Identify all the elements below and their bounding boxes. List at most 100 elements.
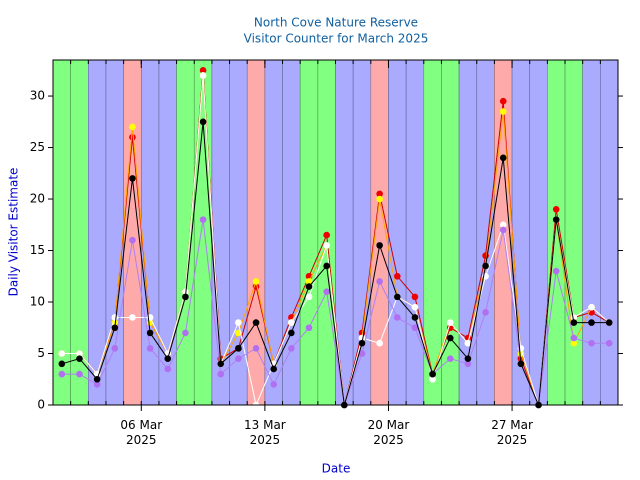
series-marker xyxy=(164,365,172,373)
series-marker xyxy=(129,123,136,131)
series-marker xyxy=(552,267,560,275)
x-tick-label: 06 Mar 2025 xyxy=(120,418,162,447)
day-band xyxy=(299,59,319,406)
series-marker xyxy=(164,355,172,362)
series-marker xyxy=(446,334,454,342)
series-marker xyxy=(129,314,136,321)
y-tick-label: 5 xyxy=(37,346,45,360)
series-marker xyxy=(199,216,207,223)
series-marker xyxy=(429,370,436,378)
series-marker xyxy=(76,355,83,362)
series-marker xyxy=(376,190,383,198)
series-marker xyxy=(570,339,578,347)
series-marker xyxy=(323,231,330,239)
series-marker xyxy=(429,375,436,383)
x-tick-label: 13 Mar 2025 xyxy=(244,418,286,447)
day-band xyxy=(140,59,160,406)
series-marker xyxy=(482,262,489,270)
y-tick-label: 10 xyxy=(30,295,45,309)
series-marker xyxy=(552,216,560,223)
y-axis-label: Daily Visitor Estimate xyxy=(7,168,21,297)
series-marker xyxy=(111,345,119,352)
series-marker xyxy=(217,360,225,368)
day-band xyxy=(564,59,583,406)
series-marker xyxy=(482,309,489,316)
series-marker xyxy=(146,345,154,352)
series-marker xyxy=(111,324,119,332)
series-marker xyxy=(499,226,507,234)
day-band xyxy=(458,59,478,406)
day-band xyxy=(193,59,213,406)
series-marker xyxy=(393,314,401,321)
y-tick-label: 0 xyxy=(37,398,45,412)
series-marker xyxy=(464,355,472,362)
series-marker xyxy=(588,319,595,326)
series-marker xyxy=(235,345,242,352)
series-line xyxy=(61,121,610,405)
y-tick-label: 15 xyxy=(30,243,45,257)
series-marker xyxy=(199,72,207,79)
series-marker xyxy=(146,329,154,337)
series-marker xyxy=(499,221,507,229)
series-marker xyxy=(552,206,560,213)
series-marker xyxy=(182,288,189,296)
series-marker xyxy=(411,303,419,311)
series-marker xyxy=(464,360,472,368)
series-marker xyxy=(235,319,242,326)
series-marker xyxy=(270,365,278,373)
series-marker xyxy=(129,175,136,182)
series-marker xyxy=(58,360,66,368)
series-marker xyxy=(182,329,189,337)
day-band xyxy=(600,59,619,406)
series-marker xyxy=(376,195,383,203)
series-marker xyxy=(111,314,119,321)
series-marker xyxy=(393,293,401,301)
series-marker xyxy=(288,345,295,352)
day-band xyxy=(547,59,566,406)
day-band xyxy=(105,59,124,406)
series-marker xyxy=(376,339,383,347)
chart-subtitle: Visitor Counter for March 2025 xyxy=(244,32,429,46)
series-marker xyxy=(93,375,101,383)
series-marker xyxy=(605,319,613,326)
series-marker xyxy=(305,324,313,332)
series-marker xyxy=(393,272,401,280)
series-marker xyxy=(288,329,295,337)
series-marker xyxy=(58,350,66,357)
series-marker xyxy=(411,324,419,332)
series-marker xyxy=(76,350,83,357)
day-band xyxy=(476,59,495,406)
series-line xyxy=(61,219,610,405)
day-band xyxy=(529,59,548,406)
series-marker xyxy=(588,303,595,311)
y-tick-label: 20 xyxy=(30,192,45,206)
y-tick-label: 25 xyxy=(30,140,45,154)
series-marker xyxy=(93,381,101,388)
day-band xyxy=(282,59,301,406)
series-marker xyxy=(499,154,507,162)
series-marker xyxy=(58,370,66,378)
day-band xyxy=(405,59,425,406)
series-marker xyxy=(252,278,260,285)
series-marker xyxy=(270,381,278,388)
x-axis-label: Date xyxy=(322,462,351,476)
day-band xyxy=(582,59,601,406)
day-band xyxy=(388,59,407,406)
series-marker xyxy=(517,360,525,368)
series-marker xyxy=(376,242,383,249)
series-marker xyxy=(76,370,83,378)
series-marker xyxy=(570,319,578,326)
series-marker xyxy=(129,133,136,141)
series-marker xyxy=(358,339,366,347)
series-marker xyxy=(588,339,595,347)
series-marker xyxy=(464,339,472,347)
series-marker xyxy=(305,278,313,285)
series-marker xyxy=(235,355,242,362)
day-band xyxy=(441,59,460,406)
series-marker xyxy=(499,108,507,115)
y-tick-label: 30 xyxy=(30,89,45,103)
series-marker xyxy=(305,293,313,301)
series-marker xyxy=(129,236,136,244)
series-marker xyxy=(252,345,260,352)
